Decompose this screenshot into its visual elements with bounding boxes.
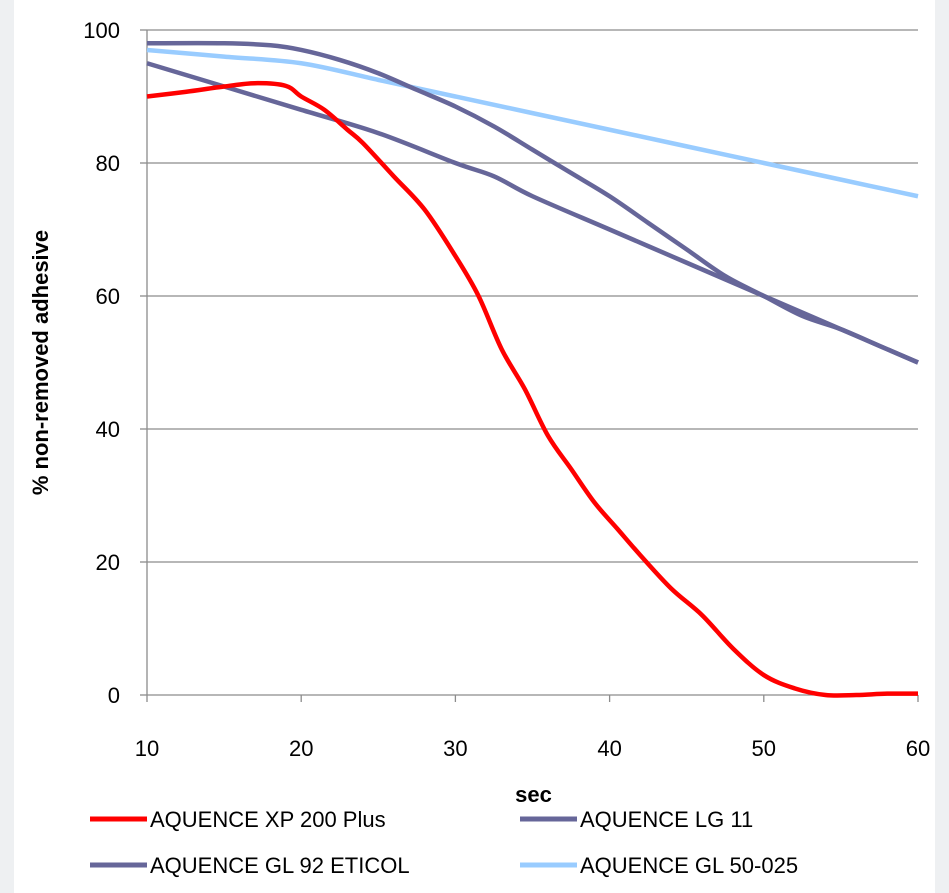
legend-item: AQUENCE LG 11	[520, 807, 753, 832]
y-tick-label: 100	[83, 18, 120, 43]
series-lines	[146, 40, 919, 698]
y-tick-label: 40	[96, 417, 120, 442]
x-axis-title: sec	[515, 782, 552, 807]
legend-label: AQUENCE LG 11	[580, 807, 753, 832]
legend: AQUENCE XP 200 Plus AQUENCE LG 11 AQUENCE …	[90, 807, 798, 878]
x-tick-label: 30	[443, 736, 467, 761]
x-tick-label: 50	[752, 736, 776, 761]
legend-label: AQUENCE GL 50-025	[580, 853, 798, 878]
axes	[140, 29, 919, 702]
x-tick-label: 20	[289, 736, 313, 761]
legend-item: AQUENCE GL 92 ETICOL	[90, 853, 410, 878]
right-edge-shade	[935, 0, 949, 893]
y-tick-label: 20	[96, 550, 120, 575]
y-tick-label: 60	[96, 284, 120, 309]
series-line-1	[146, 40, 919, 365]
legend-label: AQUENCE XP 200 Plus	[150, 807, 386, 832]
gridlines	[147, 29, 918, 563]
x-tick-label: 10	[135, 736, 159, 761]
x-tick-label: 40	[597, 736, 621, 761]
legend-label: AQUENCE GL 92 ETICOL	[150, 853, 410, 878]
legend-item: AQUENCE XP 200 Plus	[90, 807, 386, 832]
series-line-0	[146, 80, 919, 698]
y-tick-label: 80	[96, 151, 120, 176]
left-edge-shade	[0, 0, 14, 893]
x-tick-label: 60	[906, 736, 930, 761]
tick-labels: 0 20 40 60 80 100 10 20 30 40 50 60	[83, 18, 930, 761]
legend-item: AQUENCE GL 50-025	[520, 853, 798, 878]
series-line-3	[146, 47, 919, 199]
y-tick-label: 0	[108, 683, 120, 708]
y-axis-title: % non-removed adhesive	[28, 230, 53, 495]
